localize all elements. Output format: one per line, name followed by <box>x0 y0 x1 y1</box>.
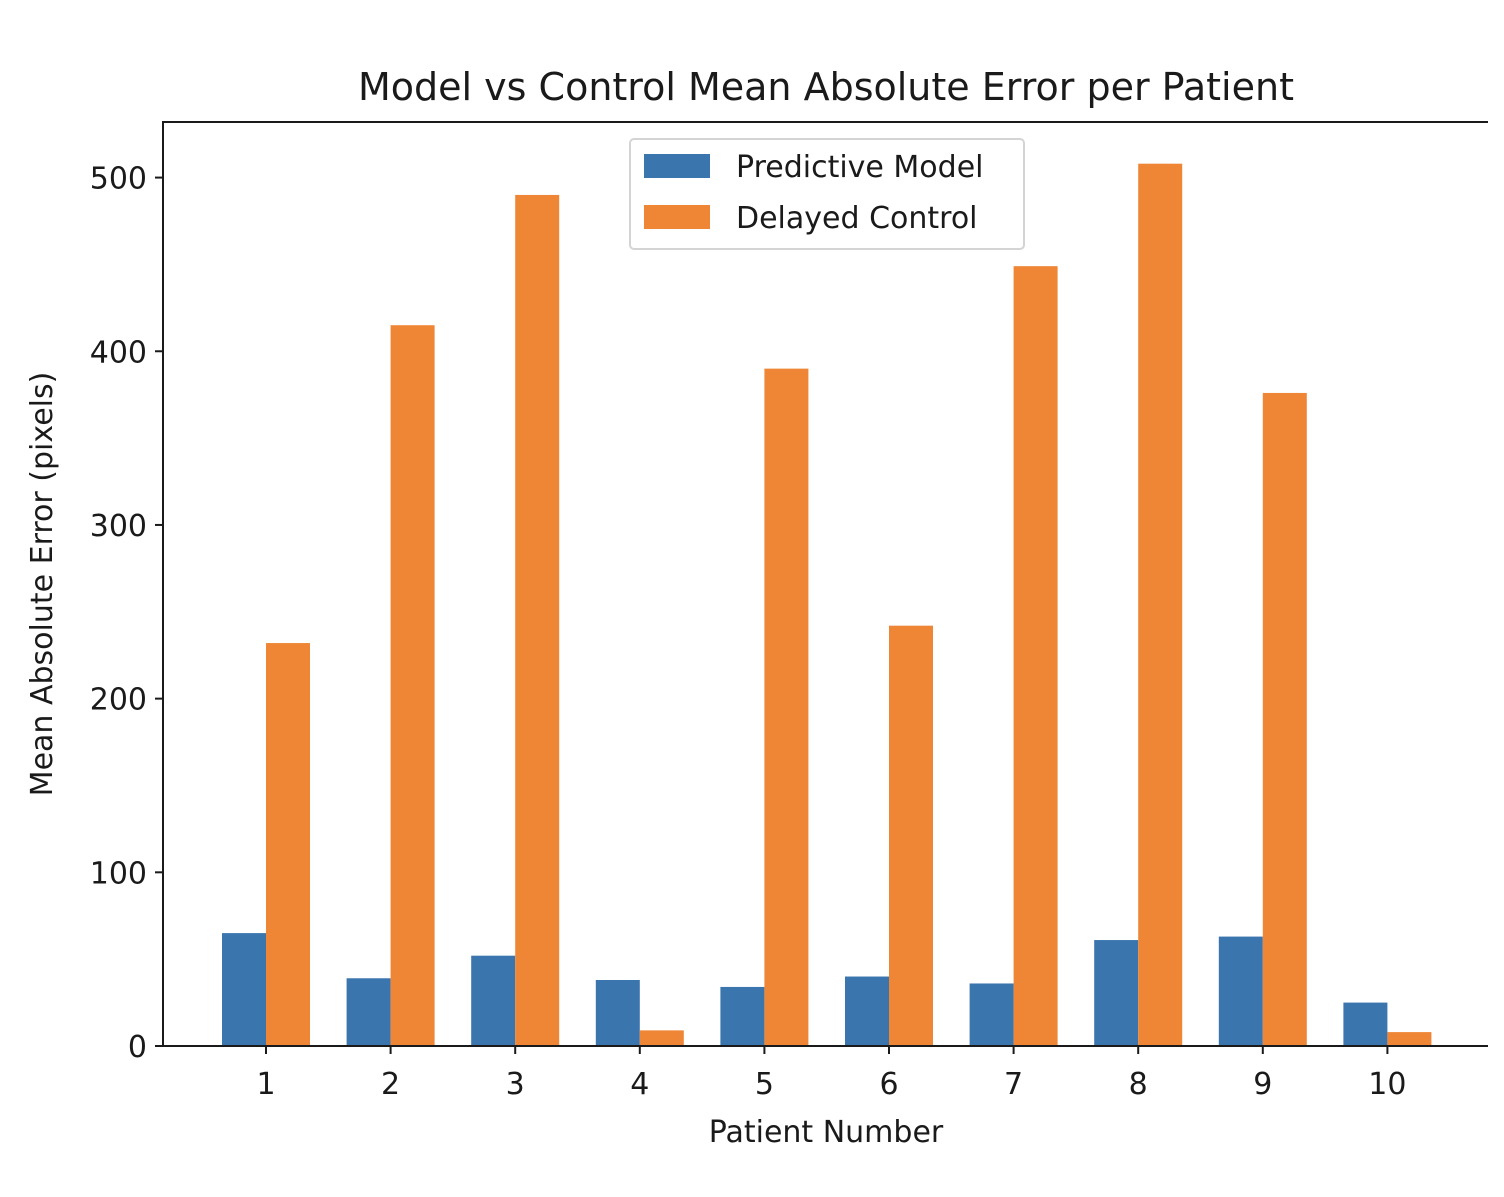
legend-label-predictive-model: Predictive Model <box>736 150 984 185</box>
bar-predictive-model-patient-3 <box>471 955 516 1046</box>
x-tick-label: 4 <box>630 1067 649 1102</box>
bar-predictive-model-patient-1 <box>222 933 266 1046</box>
bar-predictive-model-patient-9 <box>1218 936 1263 1046</box>
y-tick-label: 300 <box>90 509 147 544</box>
chart-title: Model vs Control Mean Absolute Error per… <box>358 65 1294 109</box>
x-tick-label: 10 <box>1368 1067 1406 1102</box>
bar-predictive-model-patient-7 <box>969 983 1014 1046</box>
bar-delayed-control-patient-2 <box>390 325 435 1046</box>
bar-delayed-control-patient-7 <box>1013 266 1058 1046</box>
x-tick-label: 6 <box>879 1067 898 1102</box>
x-tick-label: 8 <box>1129 1067 1148 1102</box>
plot-frame <box>162 121 1488 1047</box>
bar-delayed-control-patient-4 <box>639 1030 684 1046</box>
bars-layer <box>222 163 1432 1046</box>
y-tick-label: 400 <box>90 335 147 370</box>
bar-predictive-model-patient-6 <box>845 976 889 1046</box>
bar-predictive-model-patient-10 <box>1343 1002 1388 1046</box>
x-tick-label: 1 <box>256 1067 275 1102</box>
bar-predictive-model-patient-8 <box>1094 940 1139 1046</box>
x-tick-label: 9 <box>1253 1067 1272 1102</box>
bar-predictive-model-patient-5 <box>720 986 765 1046</box>
y-tick-label: 200 <box>90 683 147 718</box>
bar-delayed-control-patient-6 <box>889 625 933 1046</box>
y-tick-label: 500 <box>90 162 147 197</box>
x-tick-label: 5 <box>755 1067 774 1102</box>
x-axis-label: Patient Number <box>709 1115 944 1150</box>
legend-label-delayed-control: Delayed Control <box>736 201 978 236</box>
bar-delayed-control-patient-3 <box>515 194 560 1046</box>
bar-delayed-control-patient-9 <box>1262 392 1307 1046</box>
y-axis-label: Mean Absolute Error (pixels) <box>25 372 60 797</box>
bar-delayed-control-patient-1 <box>266 643 310 1046</box>
bar-predictive-model-patient-4 <box>595 980 640 1046</box>
x-tick-label: 2 <box>381 1067 400 1102</box>
legend-swatch-predictive-model <box>644 154 710 178</box>
y-tick-label: 100 <box>90 856 147 891</box>
bar-delayed-control-patient-5 <box>764 368 809 1046</box>
x-tick-label: 3 <box>506 1067 525 1102</box>
y-tick-label: 0 <box>128 1030 147 1065</box>
legend-swatch-delayed-control <box>644 205 710 229</box>
bar-delayed-control-patient-10 <box>1387 1032 1432 1046</box>
bar-predictive-model-patient-2 <box>346 978 391 1046</box>
x-tick-label: 7 <box>1004 1067 1023 1102</box>
legend-box <box>629 138 1025 250</box>
legend: Predictive Model Delayed Control <box>629 138 1025 250</box>
bar-delayed-control-patient-8 <box>1138 163 1183 1046</box>
